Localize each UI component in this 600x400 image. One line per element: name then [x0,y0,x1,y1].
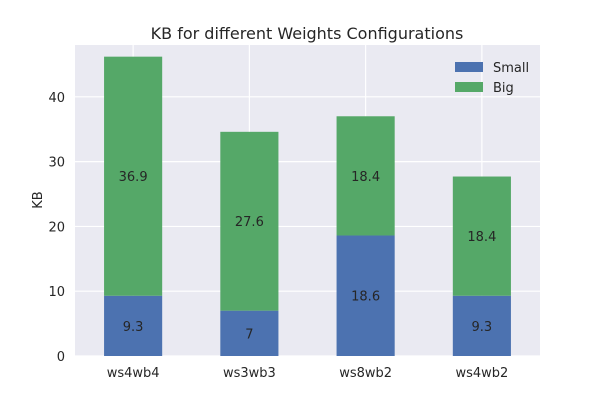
x-tick-label: ws4wb2 [455,366,508,381]
data-label-small-ws3wb3: 7 [245,327,253,342]
bar-big-ws4wb2 [452,176,511,296]
legend-swatch-big [455,82,483,92]
legend-label-big: Big [493,81,514,96]
bar-big-ws3wb3 [220,131,279,311]
data-label-small-ws4wb4: 9.3 [123,320,144,335]
x-tick-label: ws8wb2 [339,366,392,381]
x-tick-label: ws4wb4 [107,366,160,381]
bar-small-ws8wb2 [336,235,395,356]
data-label-small-ws4wb2: 9.3 [472,320,493,335]
bar-small-ws4wb2 [452,295,511,356]
y-tick-label: 10 [48,285,65,300]
x-tick-label: ws3wb3 [223,366,276,381]
bar-big-ws8wb2 [336,116,395,236]
legend-swatch-small [455,62,483,72]
bar-big-ws4wb4 [104,56,163,296]
bar-small-ws4wb4 [104,295,163,356]
data-label-small-ws8wb2: 18.6 [351,290,380,305]
data-label-big-ws4wb4: 36.9 [119,170,148,185]
bar-small-ws3wb3 [220,310,279,356]
x-axis-ticks: ws4wb4 ws3wb3 ws8wb2 ws4wb2 [107,366,509,381]
y-axis-label: KB [31,191,46,208]
legend: Small Big [455,61,529,96]
y-tick-label: 40 [48,91,65,106]
y-tick-label: 30 [48,156,65,171]
bars [104,56,511,356]
chart-title: KB for different Weights Configurations [151,24,464,43]
legend-label-small: Small [493,61,529,76]
y-tick-label: 20 [48,220,65,235]
data-label-big-ws3wb3: 27.6 [235,215,264,230]
y-axis-ticks: 0 10 20 30 40 [48,91,65,365]
y-tick-label: 0 [57,350,65,365]
data-label-big-ws8wb2: 18.4 [351,170,380,185]
data-label-big-ws4wb2: 18.4 [467,230,496,245]
data-labels: 9.3 36.9 7 27.6 18.6 18.4 9.3 18.4 [119,170,497,342]
